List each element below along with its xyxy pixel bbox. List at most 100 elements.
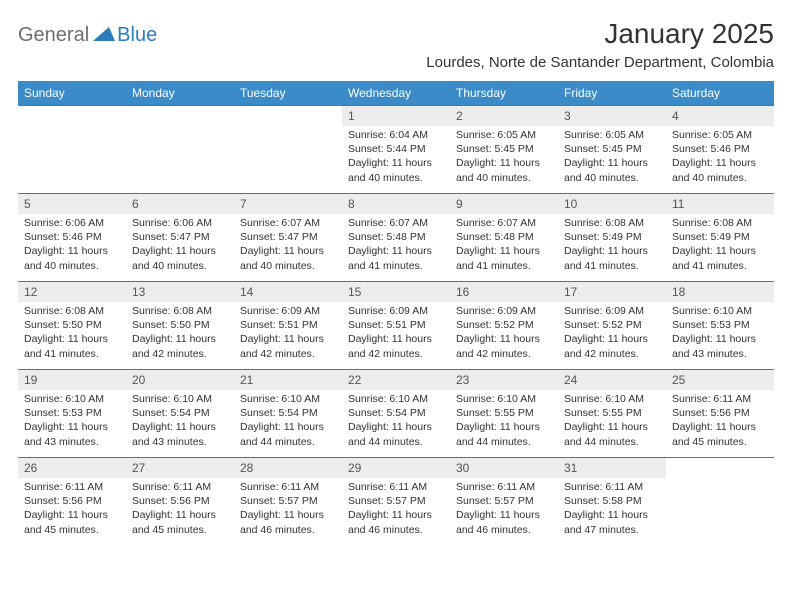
day-number: 22 <box>342 370 450 390</box>
calendar-day-cell: 8Sunrise: 6:07 AMSunset: 5:48 PMDaylight… <box>342 194 450 282</box>
day-info: Sunrise: 6:08 AMSunset: 5:50 PMDaylight:… <box>126 302 234 367</box>
calendar-day-cell: 31Sunrise: 6:11 AMSunset: 5:58 PMDayligh… <box>558 458 666 546</box>
calendar-day-cell: 4Sunrise: 6:05 AMSunset: 5:46 PMDaylight… <box>666 106 774 194</box>
logo: General Blue <box>18 24 157 47</box>
day-info: Sunrise: 6:10 AMSunset: 5:55 PMDaylight:… <box>558 390 666 455</box>
calendar-day-cell: 28Sunrise: 6:11 AMSunset: 5:57 PMDayligh… <box>234 458 342 546</box>
day-number: 10 <box>558 194 666 214</box>
day-number: 2 <box>450 106 558 126</box>
calendar-day-cell <box>18 106 126 194</box>
calendar-day-cell: 2Sunrise: 6:05 AMSunset: 5:45 PMDaylight… <box>450 106 558 194</box>
calendar-day-cell: 26Sunrise: 6:11 AMSunset: 5:56 PMDayligh… <box>18 458 126 546</box>
day-info-empty <box>126 126 234 148</box>
day-number: 6 <box>126 194 234 214</box>
day-info: Sunrise: 6:10 AMSunset: 5:54 PMDaylight:… <box>126 390 234 455</box>
calendar-day-cell: 23Sunrise: 6:10 AMSunset: 5:55 PMDayligh… <box>450 370 558 458</box>
day-info: Sunrise: 6:10 AMSunset: 5:54 PMDaylight:… <box>342 390 450 455</box>
calendar-week-row: 19Sunrise: 6:10 AMSunset: 5:53 PMDayligh… <box>18 370 774 458</box>
calendar-day-cell: 30Sunrise: 6:11 AMSunset: 5:57 PMDayligh… <box>450 458 558 546</box>
day-info: Sunrise: 6:08 AMSunset: 5:50 PMDaylight:… <box>18 302 126 367</box>
calendar-day-cell: 6Sunrise: 6:06 AMSunset: 5:47 PMDaylight… <box>126 194 234 282</box>
day-info: Sunrise: 6:05 AMSunset: 5:45 PMDaylight:… <box>558 126 666 191</box>
day-number: 26 <box>18 458 126 478</box>
weekday-header: Tuesday <box>234 81 342 106</box>
calendar-day-cell: 11Sunrise: 6:08 AMSunset: 5:49 PMDayligh… <box>666 194 774 282</box>
calendar-day-cell: 18Sunrise: 6:10 AMSunset: 5:53 PMDayligh… <box>666 282 774 370</box>
calendar-day-cell: 20Sunrise: 6:10 AMSunset: 5:54 PMDayligh… <box>126 370 234 458</box>
day-number-empty <box>234 106 342 126</box>
calendar-week-row: 5Sunrise: 6:06 AMSunset: 5:46 PMDaylight… <box>18 194 774 282</box>
logo-text-blue: Blue <box>117 24 157 47</box>
day-info: Sunrise: 6:09 AMSunset: 5:51 PMDaylight:… <box>234 302 342 367</box>
day-number: 21 <box>234 370 342 390</box>
day-number: 29 <box>342 458 450 478</box>
day-number: 12 <box>18 282 126 302</box>
day-number: 15 <box>342 282 450 302</box>
calendar-page: General Blue January 2025 Lourdes, Norte… <box>0 0 792 546</box>
day-info: Sunrise: 6:04 AMSunset: 5:44 PMDaylight:… <box>342 126 450 191</box>
calendar-day-cell: 27Sunrise: 6:11 AMSunset: 5:56 PMDayligh… <box>126 458 234 546</box>
day-number: 11 <box>666 194 774 214</box>
calendar-day-cell: 22Sunrise: 6:10 AMSunset: 5:54 PMDayligh… <box>342 370 450 458</box>
day-number: 27 <box>126 458 234 478</box>
calendar-day-cell <box>666 458 774 546</box>
weekday-header: Monday <box>126 81 234 106</box>
calendar-day-cell: 1Sunrise: 6:04 AMSunset: 5:44 PMDaylight… <box>342 106 450 194</box>
day-info: Sunrise: 6:09 AMSunset: 5:52 PMDaylight:… <box>558 302 666 367</box>
calendar-day-cell: 21Sunrise: 6:10 AMSunset: 5:54 PMDayligh… <box>234 370 342 458</box>
calendar-day-cell: 29Sunrise: 6:11 AMSunset: 5:57 PMDayligh… <box>342 458 450 546</box>
day-number: 7 <box>234 194 342 214</box>
calendar-table: SundayMondayTuesdayWednesdayThursdayFrid… <box>18 81 774 546</box>
day-number: 31 <box>558 458 666 478</box>
day-number: 28 <box>234 458 342 478</box>
calendar-day-cell: 16Sunrise: 6:09 AMSunset: 5:52 PMDayligh… <box>450 282 558 370</box>
day-info-empty <box>18 126 126 148</box>
day-number: 18 <box>666 282 774 302</box>
day-number: 4 <box>666 106 774 126</box>
day-number: 20 <box>126 370 234 390</box>
calendar-week-row: 1Sunrise: 6:04 AMSunset: 5:44 PMDaylight… <box>18 106 774 194</box>
day-number: 5 <box>18 194 126 214</box>
month-title: January 2025 <box>426 18 774 50</box>
day-info: Sunrise: 6:08 AMSunset: 5:49 PMDaylight:… <box>666 214 774 279</box>
location-subtitle: Lourdes, Norte de Santander Department, … <box>426 54 774 71</box>
day-info: Sunrise: 6:08 AMSunset: 5:49 PMDaylight:… <box>558 214 666 279</box>
calendar-day-cell: 15Sunrise: 6:09 AMSunset: 5:51 PMDayligh… <box>342 282 450 370</box>
weekday-header: Friday <box>558 81 666 106</box>
calendar-body: 1Sunrise: 6:04 AMSunset: 5:44 PMDaylight… <box>18 106 774 546</box>
day-number: 1 <box>342 106 450 126</box>
day-info: Sunrise: 6:11 AMSunset: 5:56 PMDaylight:… <box>666 390 774 455</box>
weekday-header: Wednesday <box>342 81 450 106</box>
calendar-day-cell: 24Sunrise: 6:10 AMSunset: 5:55 PMDayligh… <box>558 370 666 458</box>
day-info-empty <box>666 478 774 500</box>
day-number-empty <box>18 106 126 126</box>
day-info: Sunrise: 6:07 AMSunset: 5:47 PMDaylight:… <box>234 214 342 279</box>
calendar-day-cell: 25Sunrise: 6:11 AMSunset: 5:56 PMDayligh… <box>666 370 774 458</box>
day-info: Sunrise: 6:11 AMSunset: 5:57 PMDaylight:… <box>234 478 342 543</box>
day-info: Sunrise: 6:10 AMSunset: 5:54 PMDaylight:… <box>234 390 342 455</box>
calendar-day-cell <box>126 106 234 194</box>
day-number: 8 <box>342 194 450 214</box>
day-info: Sunrise: 6:10 AMSunset: 5:53 PMDaylight:… <box>666 302 774 367</box>
day-number: 19 <box>18 370 126 390</box>
day-info: Sunrise: 6:09 AMSunset: 5:51 PMDaylight:… <box>342 302 450 367</box>
weekday-header: Thursday <box>450 81 558 106</box>
day-info: Sunrise: 6:05 AMSunset: 5:45 PMDaylight:… <box>450 126 558 191</box>
calendar-day-cell: 19Sunrise: 6:10 AMSunset: 5:53 PMDayligh… <box>18 370 126 458</box>
calendar-week-row: 12Sunrise: 6:08 AMSunset: 5:50 PMDayligh… <box>18 282 774 370</box>
day-info: Sunrise: 6:11 AMSunset: 5:58 PMDaylight:… <box>558 478 666 543</box>
calendar-day-cell: 17Sunrise: 6:09 AMSunset: 5:52 PMDayligh… <box>558 282 666 370</box>
weekday-header: Sunday <box>18 81 126 106</box>
weekday-header: Saturday <box>666 81 774 106</box>
day-info: Sunrise: 6:10 AMSunset: 5:53 PMDaylight:… <box>18 390 126 455</box>
day-info: Sunrise: 6:11 AMSunset: 5:57 PMDaylight:… <box>342 478 450 543</box>
calendar-week-row: 26Sunrise: 6:11 AMSunset: 5:56 PMDayligh… <box>18 458 774 546</box>
day-info: Sunrise: 6:10 AMSunset: 5:55 PMDaylight:… <box>450 390 558 455</box>
calendar-day-cell: 3Sunrise: 6:05 AMSunset: 5:45 PMDaylight… <box>558 106 666 194</box>
day-number: 25 <box>666 370 774 390</box>
calendar-day-cell: 7Sunrise: 6:07 AMSunset: 5:47 PMDaylight… <box>234 194 342 282</box>
calendar-day-cell: 10Sunrise: 6:08 AMSunset: 5:49 PMDayligh… <box>558 194 666 282</box>
calendar-day-cell: 13Sunrise: 6:08 AMSunset: 5:50 PMDayligh… <box>126 282 234 370</box>
calendar-day-cell <box>234 106 342 194</box>
day-number: 30 <box>450 458 558 478</box>
